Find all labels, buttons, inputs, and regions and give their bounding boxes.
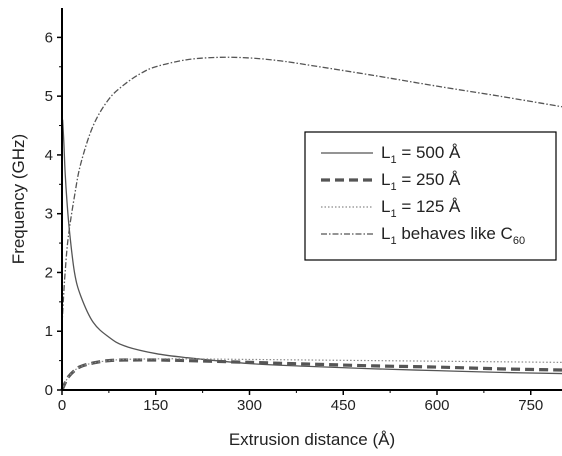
y-axis-title: Frequency (GHz) [9, 134, 28, 264]
y-tick-label: 1 [45, 323, 53, 340]
x-axis-title: Extrusion distance (Å) [229, 430, 395, 449]
y-tick-label: 3 [45, 206, 53, 223]
x-tick-label: 600 [424, 397, 449, 414]
legend-label-3: L1 = 125 Å [381, 197, 461, 220]
series-layer [60, 56, 562, 391]
y-tick-label: 0 [45, 382, 53, 399]
series-line-3 [61, 358, 562, 391]
legend-label-4: L1 behaves like C60 [381, 224, 525, 247]
x-tick-label: 750 [518, 397, 543, 414]
series-line-1 [61, 119, 562, 375]
x-tick-label: 450 [331, 397, 356, 414]
ticks: 0 150 300 450 600 750 0 1 2 3 4 5 6 [45, 29, 544, 414]
x-tick-label: 150 [143, 397, 168, 414]
y-tick-label: 2 [45, 264, 53, 281]
x-tick-label: 300 [237, 397, 262, 414]
y-tick-label: 6 [45, 29, 53, 46]
y-tick-label: 5 [45, 88, 53, 105]
series-line-4 [61, 56, 562, 326]
legend-label-2: L1 = 250 Å [381, 170, 461, 193]
legend: L1 = 500 Å L1 = 250 Å L1 = 125 Å L1 behaves… [304, 131, 557, 261]
series-line-2 [60, 358, 562, 391]
legend-label-1: L1 = 500 Å [381, 143, 461, 166]
y-tick-label: 4 [45, 147, 53, 164]
axes [61, 8, 562, 391]
x-tick-label: 0 [58, 397, 66, 414]
